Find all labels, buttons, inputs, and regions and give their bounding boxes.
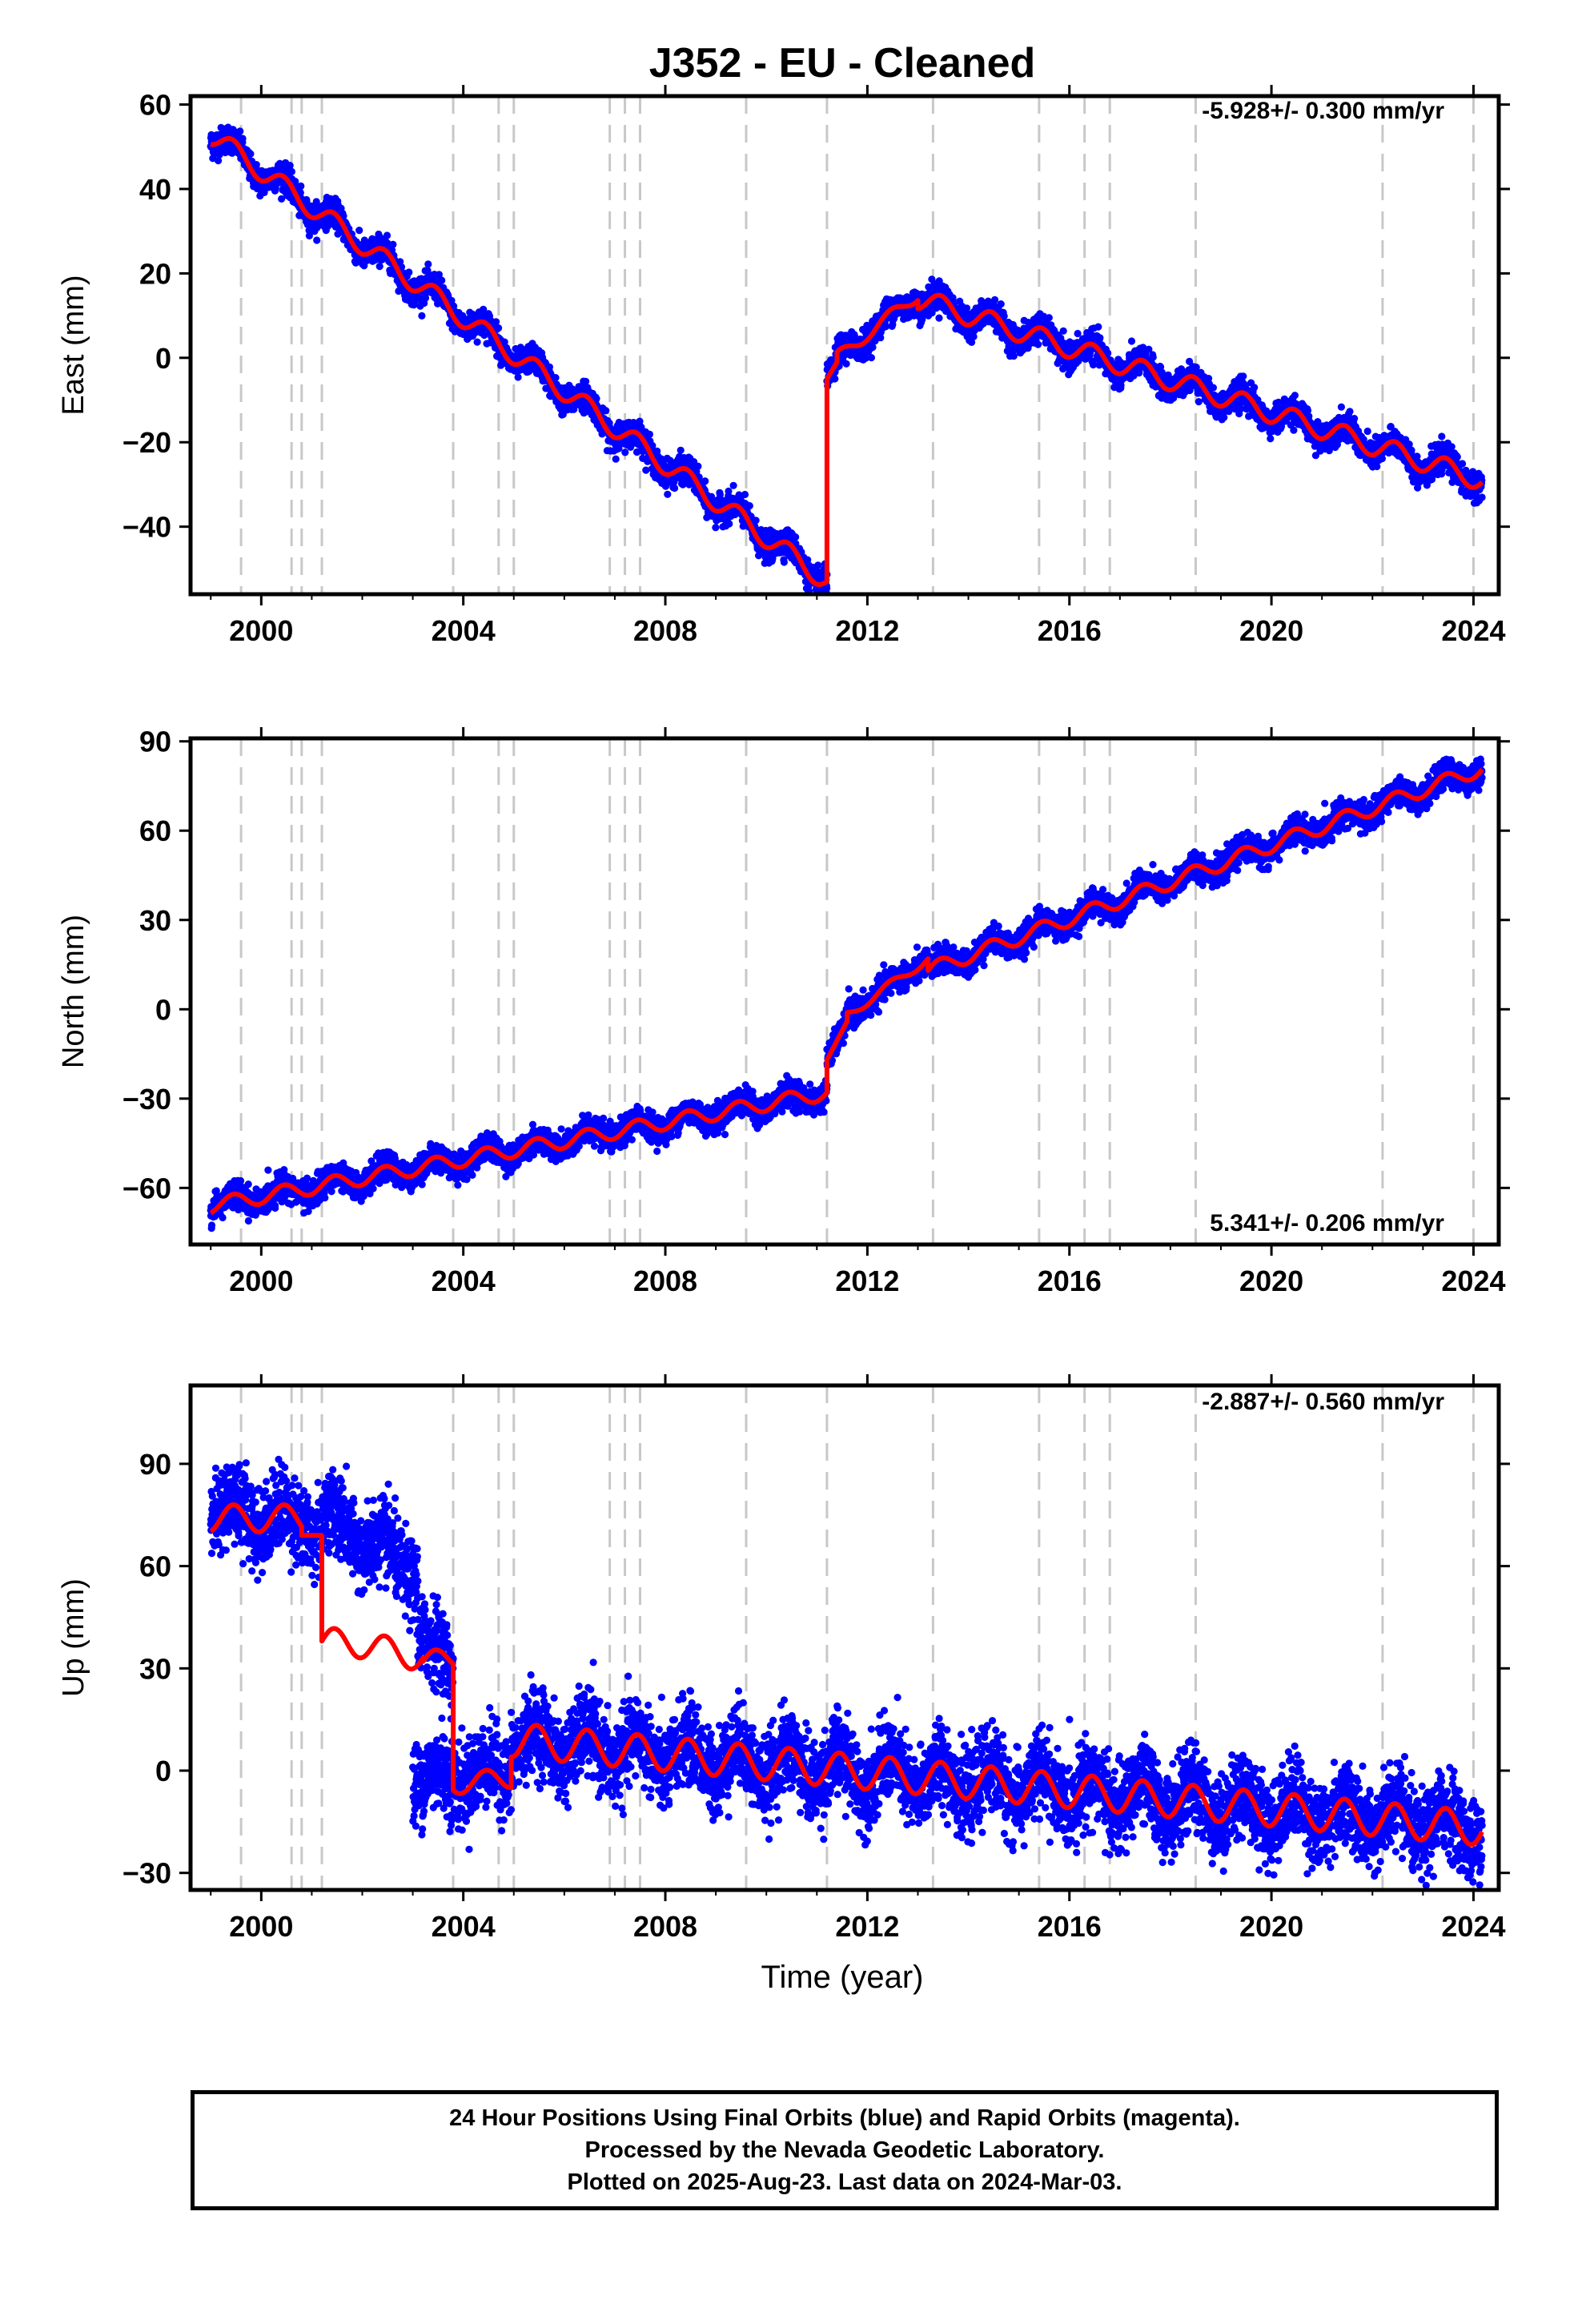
- observation-point: [297, 182, 305, 190]
- observation-point: [997, 300, 1005, 308]
- observation-point: [473, 338, 481, 346]
- observation-point: [935, 314, 943, 322]
- observation-point: [621, 448, 629, 456]
- observation-point: [694, 462, 702, 470]
- observation-point: [312, 198, 320, 206]
- observation-point: [405, 268, 413, 276]
- observation-point: [500, 338, 508, 346]
- observation-point: [725, 487, 733, 496]
- observation-point: [286, 162, 294, 170]
- observation-point: [1059, 327, 1067, 335]
- observation-point: [867, 354, 875, 362]
- observation-point: [215, 157, 223, 165]
- observation-point: [435, 271, 444, 279]
- observation-point: [612, 455, 620, 463]
- data-layer: [207, 123, 1486, 603]
- observation-point: [545, 363, 554, 371]
- observation-point: [642, 466, 650, 474]
- observation-point: [252, 161, 260, 169]
- observation-point: [1209, 384, 1217, 392]
- observation-point: [752, 517, 760, 525]
- observation-point: [991, 296, 999, 304]
- observation-point: [552, 374, 560, 382]
- observation-point: [287, 167, 295, 175]
- observation-point: [1149, 353, 1157, 361]
- observation-point: [291, 177, 299, 186]
- observation-point: [677, 446, 685, 454]
- observation-point: [645, 430, 654, 439]
- observation-point: [1034, 340, 1042, 348]
- observation-point: [1127, 337, 1136, 345]
- observation-point: [236, 127, 244, 135]
- observation-point: [305, 231, 313, 239]
- observation-point: [602, 407, 610, 415]
- observation-point: [831, 375, 839, 383]
- observation-point: [424, 260, 432, 268]
- observation-point: [792, 533, 800, 541]
- observation-point: [492, 318, 500, 326]
- observation-point: [712, 524, 720, 532]
- observation-point: [1195, 398, 1203, 406]
- observation-point: [812, 596, 819, 603]
- observation-point: [701, 477, 709, 485]
- observation-point: [495, 324, 503, 332]
- observation-point: [1010, 352, 1018, 360]
- observation-point: [247, 150, 255, 158]
- observation-point: [729, 481, 737, 489]
- observation-point: [278, 195, 286, 203]
- observation-point: [671, 484, 679, 493]
- observation-point: [383, 231, 391, 239]
- observation-points: [207, 123, 1486, 603]
- observation-point: [780, 558, 789, 566]
- east-panel: 2000 2004 2008 2012 2016 2020 2024−40−20020406…: [57, 85, 1510, 647]
- observation-point: [842, 360, 850, 368]
- observation-point: [664, 490, 672, 498]
- event-lines: [239, 96, 1475, 594]
- observation-point: [1045, 314, 1053, 322]
- observation-point: [514, 373, 522, 381]
- observation-point: [313, 236, 321, 244]
- observation-point: [745, 502, 753, 510]
- observation-point: [239, 135, 247, 143]
- observation-point: [741, 490, 749, 499]
- observation-point: [1094, 323, 1102, 331]
- observation-point: [421, 294, 430, 302]
- figure-title: J352 - EU - Cleaned: [649, 40, 1036, 86]
- observation-point: [949, 294, 957, 302]
- observation-point: [424, 267, 432, 275]
- observation-point: [389, 240, 397, 248]
- observation-point: [375, 263, 383, 271]
- observation-point: [448, 296, 456, 304]
- observation-point: [418, 312, 426, 320]
- observation-point: [438, 276, 446, 284]
- observation-point: [725, 520, 733, 528]
- observation-point: [1096, 334, 1104, 342]
- observation-point: [355, 227, 363, 235]
